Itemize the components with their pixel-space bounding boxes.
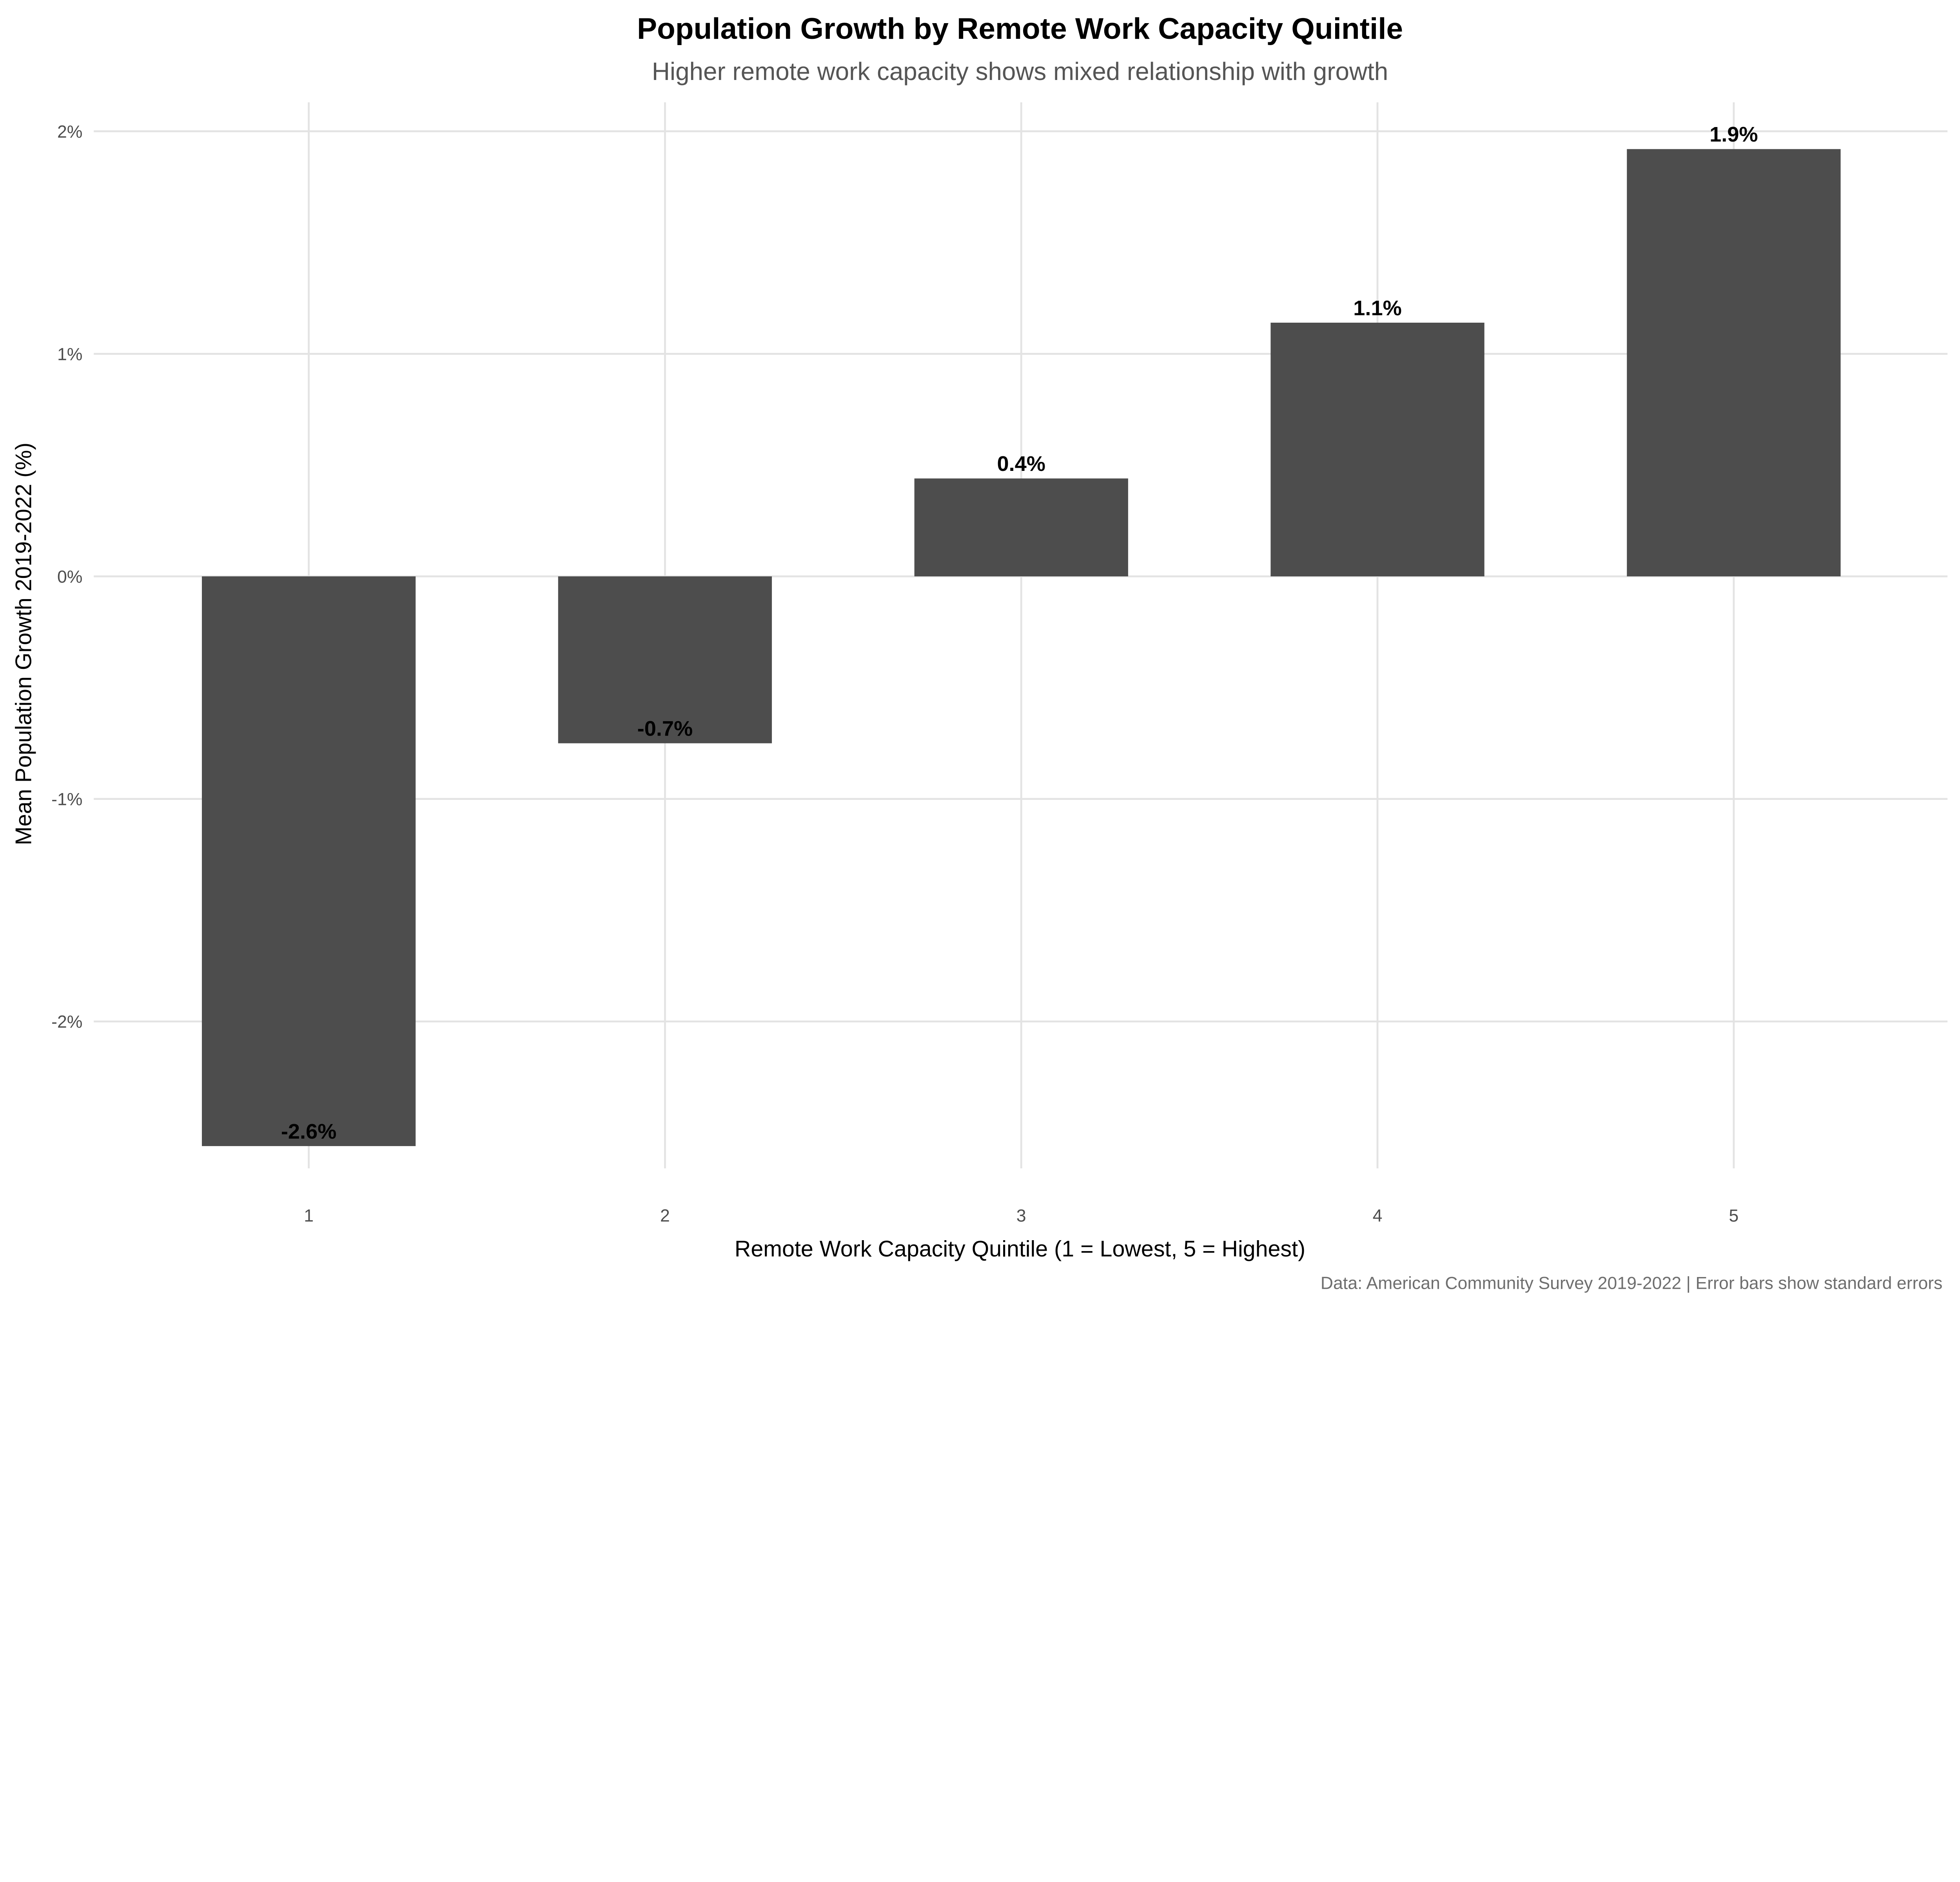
data-labels: -2.6% -0.7% 0.4% 1.1% 1.9% [281,123,1758,1143]
data-label: 0.4% [997,452,1045,476]
bars [201,149,1841,1146]
x-tick-label: 4 [1373,1206,1383,1225]
axes: -2% -1% 0% 1% 2% 1 2 3 4 5 [51,122,1739,1226]
chart-subtitle: Higher remote work capacity shows mixed … [652,57,1388,85]
y-tick-label: -1% [51,790,82,809]
data-label: 1.1% [1353,296,1402,320]
data-label: 1.9% [1710,123,1758,146]
bar-quintile-4 [1270,322,1485,577]
data-label: -0.7% [637,717,693,741]
bar-quintile-1 [201,576,416,1146]
chart-title: Population Growth by Remote Work Capacit… [637,12,1403,45]
y-axis-title: Mean Population Growth 2019-2022 (%) [11,443,36,845]
data-label: -2.6% [281,1120,337,1143]
x-tick-label: 3 [1016,1206,1026,1225]
y-tick-label: 0% [57,567,82,587]
x-axis-title: Remote Work Capacity Quintile (1 = Lowes… [735,1237,1305,1262]
bar-quintile-2 [558,576,772,743]
bar-quintile-5 [1627,149,1841,577]
x-tick-label: 5 [1729,1206,1739,1225]
y-tick-label: 2% [57,122,82,142]
y-tick-label: 1% [57,345,82,364]
x-tick-label: 1 [304,1206,314,1225]
y-tick-label: -2% [51,1012,82,1032]
bar-chart: -2.6% -0.7% 0.4% 1.1% 1.9% -2% -1% 0% 1% 2% 1 2 3 4 5… [11,12,1948,1293]
bar-quintile-3 [914,478,1128,577]
chart-caption: Data: American Community Survey 2019-202… [1321,1274,1943,1293]
x-tick-label: 2 [660,1206,670,1225]
